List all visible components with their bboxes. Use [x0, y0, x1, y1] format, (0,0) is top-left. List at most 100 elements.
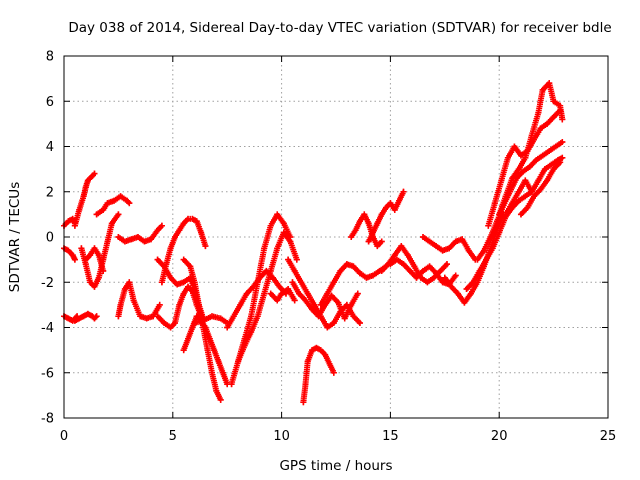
data-point — [515, 166, 522, 173]
series-33 — [485, 107, 564, 229]
data-point — [100, 206, 107, 213]
data-point — [378, 267, 385, 274]
data-point — [537, 125, 544, 132]
data-point — [87, 279, 94, 286]
data-point — [439, 247, 446, 254]
x-axis-label: GPS time / hours — [279, 458, 392, 474]
data-point — [130, 297, 137, 304]
data-point — [511, 143, 518, 150]
data-point — [167, 274, 174, 281]
data-point — [356, 270, 363, 277]
data-point — [141, 238, 148, 245]
x-tick-label: 20 — [491, 429, 508, 444]
data-point — [522, 193, 529, 200]
data-point — [289, 279, 296, 286]
data-point — [324, 290, 331, 297]
data-point — [443, 261, 450, 268]
data-point — [80, 193, 87, 200]
data-point — [413, 274, 420, 281]
data-point — [452, 272, 459, 279]
data-point — [437, 267, 444, 274]
data-point — [509, 200, 516, 207]
data-point — [202, 243, 209, 250]
data-point — [374, 220, 381, 227]
data-point — [343, 261, 350, 268]
data-point — [235, 358, 242, 365]
data-point — [248, 313, 255, 320]
data-point — [261, 290, 268, 297]
data-point — [420, 267, 427, 274]
data-point — [330, 319, 337, 326]
data-point — [191, 279, 198, 286]
data-point — [154, 313, 161, 320]
x-tick-label: 10 — [273, 429, 290, 444]
data-point — [531, 193, 538, 200]
data-point — [552, 143, 559, 150]
data-point — [494, 218, 501, 225]
data-point — [100, 267, 107, 274]
data-point — [302, 381, 309, 388]
data-point — [91, 283, 98, 290]
data-point — [387, 200, 394, 207]
data-point — [485, 222, 492, 229]
series-14 — [180, 256, 224, 403]
data-point — [248, 329, 255, 336]
x-tick-label: 25 — [600, 429, 617, 444]
data-point — [189, 288, 196, 295]
data-point — [496, 211, 503, 218]
data-point — [317, 347, 324, 354]
data-point — [411, 263, 418, 270]
data-point — [71, 256, 78, 263]
data-point — [396, 197, 403, 204]
data-point — [158, 222, 165, 229]
data-point — [559, 116, 566, 123]
data-point — [557, 102, 564, 109]
data-point — [356, 319, 363, 326]
data-points — [61, 80, 566, 406]
data-point — [470, 279, 477, 286]
series-20 — [267, 286, 298, 304]
data-point — [76, 315, 83, 322]
data-point — [365, 238, 372, 245]
data-point — [520, 168, 527, 175]
data-point — [189, 324, 196, 331]
data-point — [185, 335, 192, 342]
data-point — [87, 252, 94, 259]
data-point — [315, 313, 322, 320]
data-point — [126, 200, 133, 207]
data-point — [400, 261, 407, 268]
data-point — [378, 211, 385, 218]
data-point — [452, 238, 459, 245]
data-point — [476, 267, 483, 274]
data-point — [546, 80, 553, 87]
data-point — [446, 245, 453, 252]
data-point — [528, 132, 535, 139]
y-tick-label: 6 — [46, 95, 54, 110]
data-point — [517, 211, 524, 218]
series-29 — [420, 234, 479, 263]
y-tick-label: -2 — [41, 276, 54, 291]
series-34 — [496, 80, 566, 218]
data-point — [143, 315, 150, 322]
data-point — [104, 238, 111, 245]
data-point — [180, 220, 187, 227]
data-point — [280, 220, 287, 227]
data-point — [465, 247, 472, 254]
series-5 — [71, 170, 98, 229]
data-point — [158, 279, 165, 286]
series-markers — [365, 188, 407, 245]
data-point — [324, 324, 331, 331]
data-point — [156, 301, 163, 308]
data-point — [391, 252, 398, 259]
data-point — [378, 238, 385, 245]
y-tick-label: 4 — [46, 140, 54, 155]
data-point — [398, 243, 405, 250]
data-point — [322, 351, 329, 358]
data-point — [546, 148, 553, 155]
data-point — [369, 272, 376, 279]
data-point — [176, 301, 183, 308]
data-point — [80, 313, 87, 320]
data-point — [180, 347, 187, 354]
data-point — [65, 247, 72, 254]
series-22 — [289, 279, 361, 322]
